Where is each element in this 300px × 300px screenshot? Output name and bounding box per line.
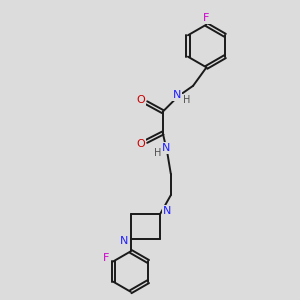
Text: H: H <box>183 95 190 105</box>
Text: F: F <box>203 13 210 23</box>
Text: N: N <box>163 206 171 216</box>
Text: F: F <box>103 253 109 263</box>
Text: N: N <box>162 143 170 153</box>
Text: O: O <box>137 95 146 105</box>
Text: H: H <box>154 148 161 158</box>
Text: O: O <box>137 140 146 149</box>
Text: N: N <box>172 90 181 100</box>
Text: N: N <box>120 236 128 246</box>
